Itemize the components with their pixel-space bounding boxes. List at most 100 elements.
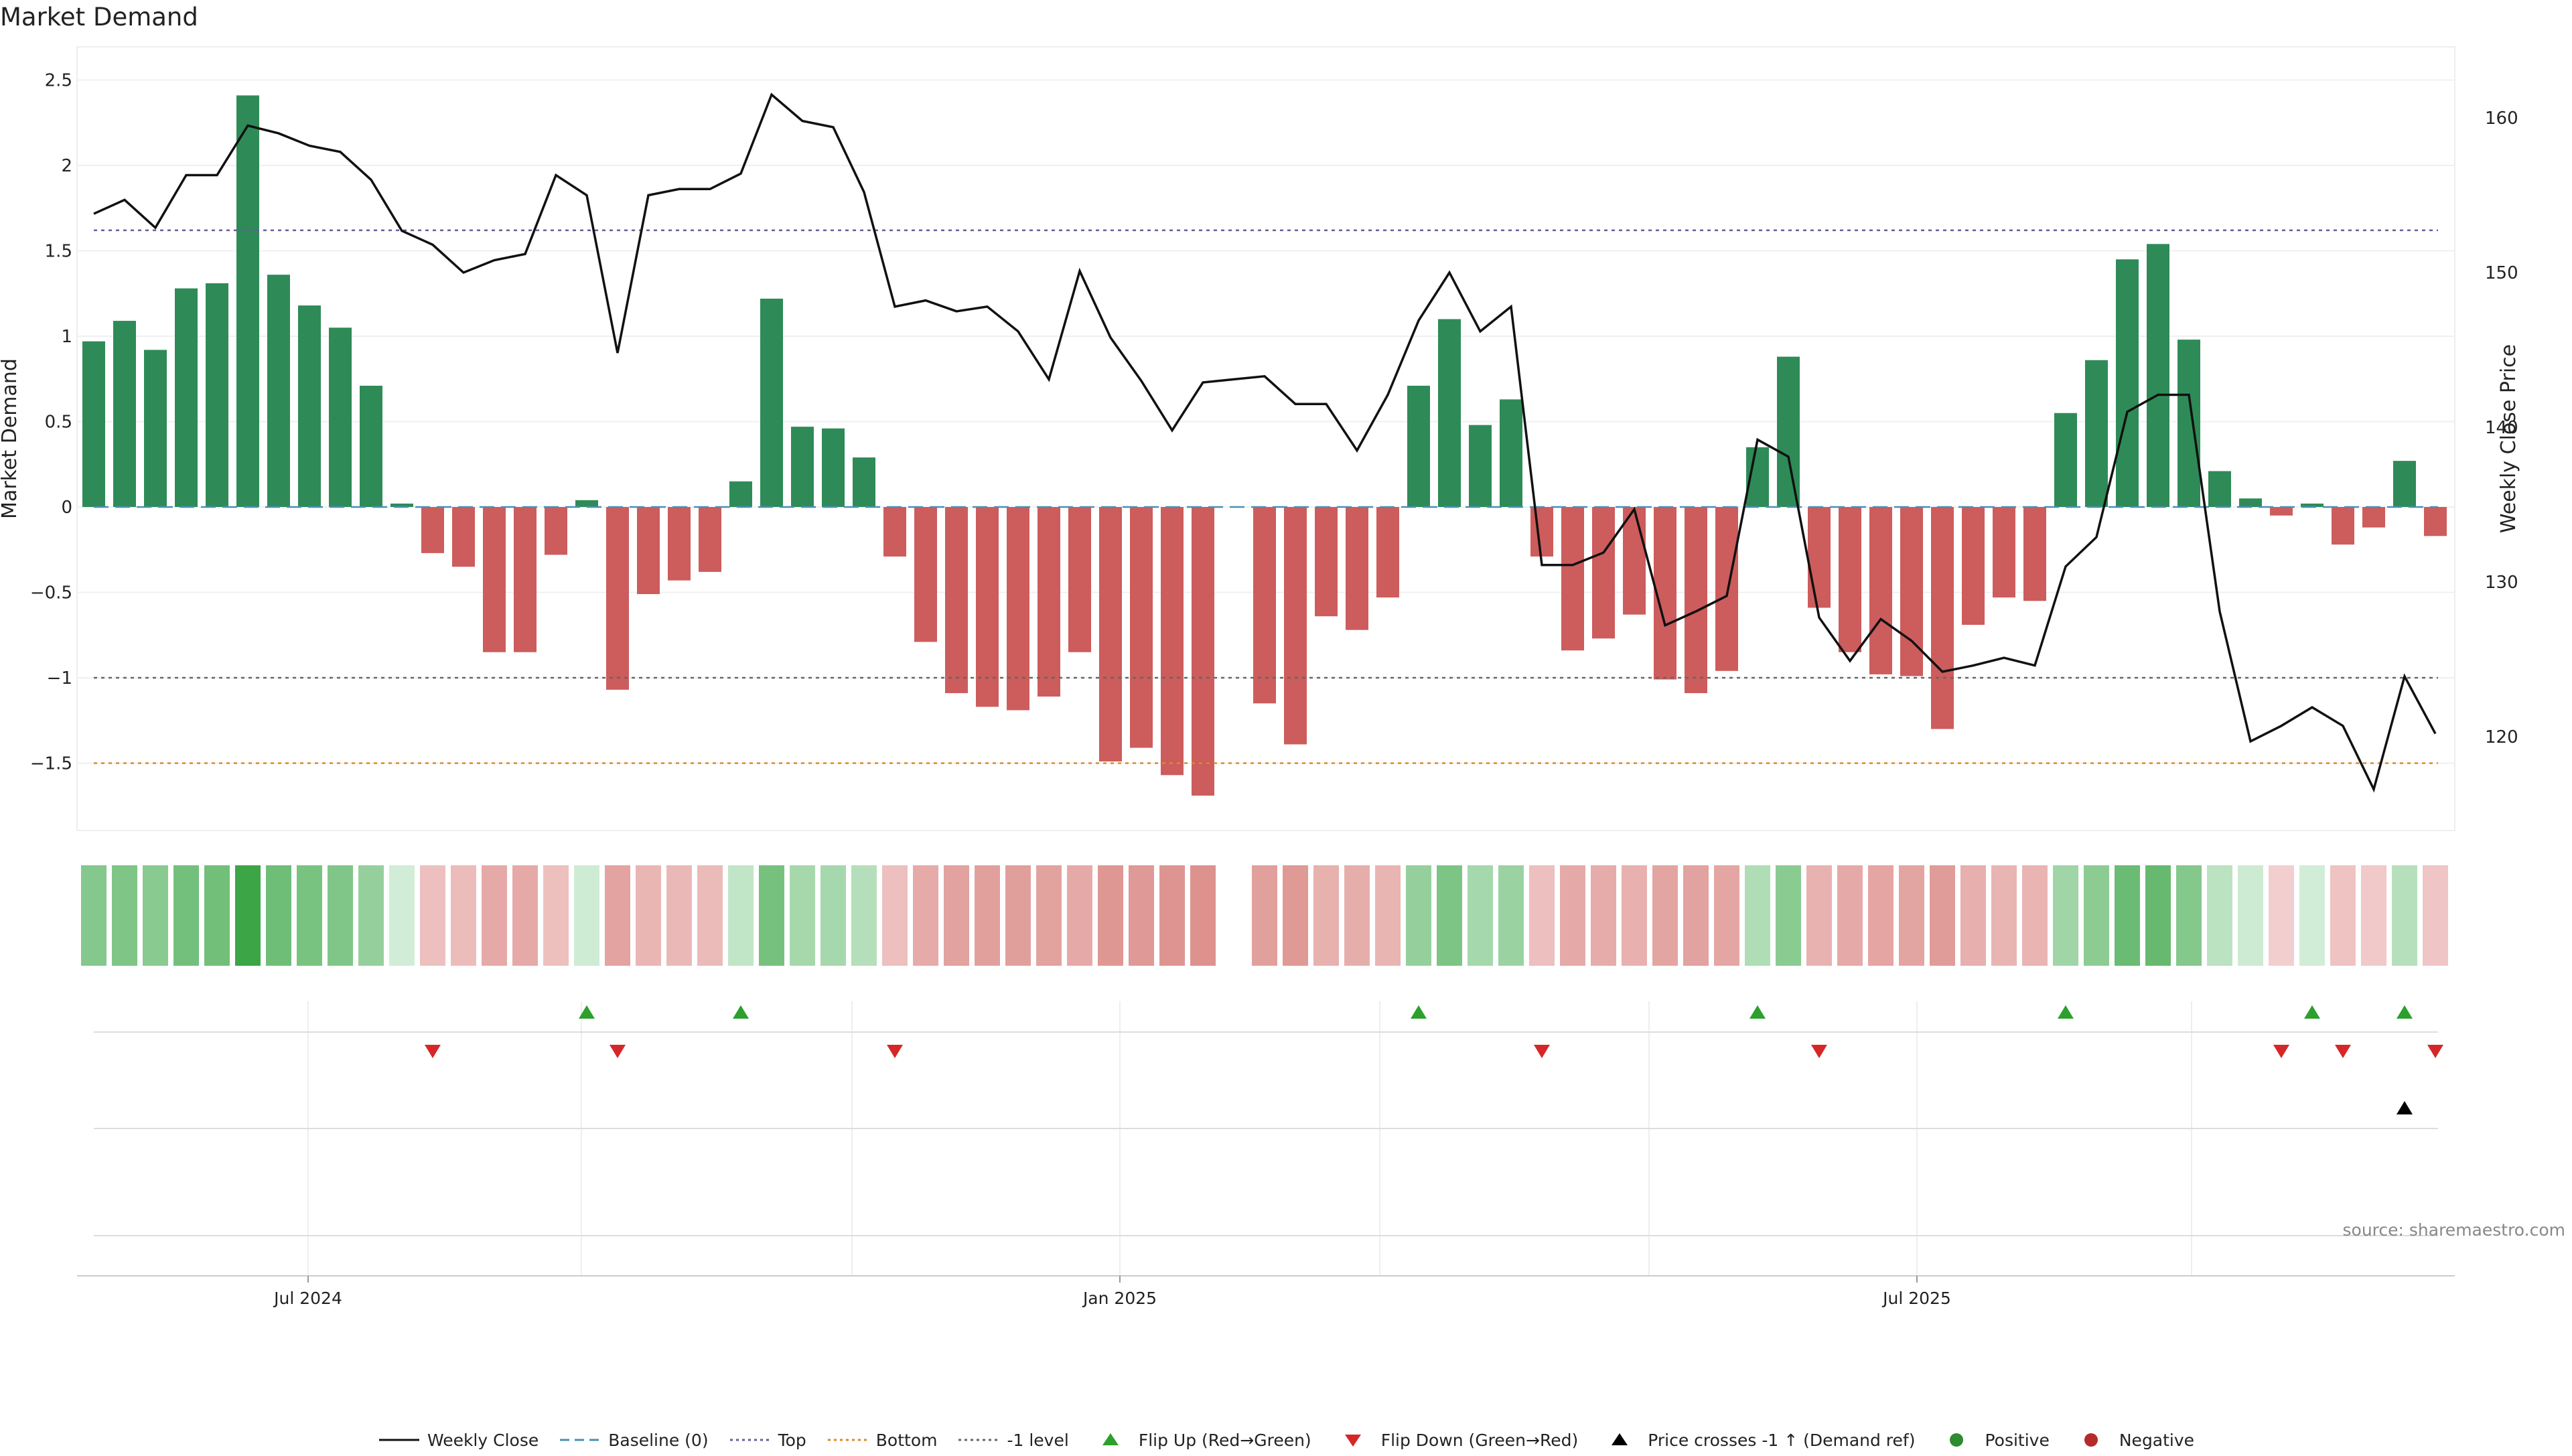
demand-heat-cell: [266, 865, 291, 966]
demand-heat-cell: [882, 865, 908, 966]
y-left-tick: 2.5: [45, 71, 72, 91]
demand-bar: [1839, 507, 1861, 652]
demand-bar: [1592, 507, 1615, 639]
demand-bar: [1438, 319, 1461, 507]
legend-symbol-dot: [958, 1439, 999, 1441]
legend-symbol-tri-up: [1102, 1433, 1119, 1445]
y-right-tick: 130: [2485, 573, 2518, 593]
demand-heat-cell: [81, 865, 106, 966]
demand-bar: [206, 283, 228, 507]
demand-bar: [1685, 507, 1707, 693]
demand-heat-cell: [1899, 865, 1924, 966]
demand-heat-cell: [420, 865, 445, 966]
demand-bar: [2085, 360, 2108, 507]
y-left-tick: 1: [61, 327, 72, 347]
demand-bar: [360, 385, 382, 507]
demand-bar: [1469, 425, 1492, 507]
y-right-tick: 120: [2485, 727, 2518, 747]
demand-bar: [2424, 507, 2447, 536]
flip-down-marker: [425, 1045, 441, 1058]
demand-bar: [113, 321, 136, 507]
demand-heat-cell: [1745, 865, 1770, 966]
x-tick-label: Jul 2025: [1881, 1289, 1951, 1308]
legend-label: Baseline (0): [608, 1430, 709, 1450]
demand-bar: [2239, 498, 2262, 507]
demand-bar: [976, 507, 999, 707]
legend-label: -1 level: [1007, 1430, 1069, 1450]
demand-heat-cell: [1252, 865, 1277, 966]
legend-symbol-tri-down: [1344, 1435, 1361, 1447]
demand-bar: [2116, 259, 2139, 507]
demand-bar: [822, 428, 845, 507]
demand-bar: [914, 507, 937, 642]
demand-heat-cell: [543, 865, 569, 966]
demand-bar: [298, 305, 321, 507]
demand-heat-cell: [851, 865, 877, 966]
demand-heat-cell: [1375, 865, 1401, 966]
demand-bar: [883, 507, 906, 557]
demand-bar: [2362, 507, 2385, 528]
price-cross-marker: [2397, 1101, 2413, 1114]
legend-symbol-circle: [1950, 1433, 1964, 1447]
flip-down-marker: [610, 1045, 626, 1058]
y-left-tick: −1: [47, 668, 72, 688]
legend-item: Baseline (0): [559, 1430, 709, 1450]
y-right-tick: 150: [2485, 263, 2518, 283]
demand-heat-cell: [2053, 865, 2078, 966]
flip-down-marker: [2427, 1045, 2443, 1058]
demand-heat-cell: [1683, 865, 1709, 966]
demand-heat-cell: [759, 865, 784, 966]
y-left-tick: 0.5: [45, 413, 72, 433]
demand-heat-cell: [2423, 865, 2448, 966]
flip-up-marker: [733, 1005, 749, 1019]
demand-bar: [514, 507, 537, 652]
legend-item: Positive: [1935, 1430, 2050, 1450]
demand-bar: [483, 507, 506, 652]
demand-heat-cell: [1868, 865, 1894, 966]
y-left-tick: 0: [61, 498, 72, 518]
legend-label: Flip Down (Green→Red): [1380, 1430, 1579, 1450]
demand-bar: [2301, 503, 2324, 507]
demand-bar: [1038, 507, 1060, 697]
flip-up-marker: [2058, 1005, 2074, 1019]
demand-heat-cell: [1344, 865, 1370, 966]
legend-label: Negative: [2119, 1430, 2195, 1450]
legend-item: Flip Up (Red→Green): [1089, 1431, 1311, 1450]
demand-bar: [1715, 507, 1738, 671]
legend-item: Price crosses -1 ↑ (Demand ref): [1598, 1431, 1915, 1450]
demand-bar: [1407, 385, 1430, 507]
legend-label: Weekly Close: [427, 1430, 539, 1450]
demand-bar: [1192, 507, 1214, 796]
demand-bar: [1530, 507, 1553, 557]
legend-symbol-dash: [560, 1439, 601, 1441]
flip-down-marker: [2335, 1045, 2351, 1058]
demand-bar: [1346, 507, 1368, 630]
weekly-close-line: [93, 92, 2437, 793]
flip-up-marker: [1749, 1005, 1766, 1019]
demand-bar: [2270, 507, 2293, 516]
demand-heat-cell: [328, 865, 353, 966]
demand-heat-cell: [204, 865, 230, 966]
legend-symbol-line: [378, 1439, 419, 1441]
demand-bar: [1869, 507, 1892, 674]
demand-bar: [1315, 507, 1338, 617]
demand-heat-cell: [1498, 865, 1524, 966]
demand-bar: [2332, 507, 2354, 545]
demand-bar: [1068, 507, 1091, 652]
demand-heat-cell: [2269, 865, 2294, 966]
flip-down-marker: [887, 1045, 903, 1058]
demand-heat-cell: [235, 865, 261, 966]
demand-heat-cell: [2330, 865, 2356, 966]
x-tick-label: Jul 2024: [273, 1289, 342, 1308]
demand-heat-cell: [2299, 865, 2325, 966]
legend-label: Positive: [1985, 1430, 2050, 1450]
demand-heat-cell: [975, 865, 1000, 966]
demand-heat-cell: [666, 865, 692, 966]
demand-bar: [236, 95, 259, 507]
demand-heat-cell: [1036, 865, 1062, 966]
demand-heat-cell: [1437, 865, 1462, 966]
flip-up-marker: [2304, 1005, 2320, 1019]
legend-symbol-dot: [729, 1439, 770, 1441]
demand-heat-cell: [2361, 865, 2386, 966]
